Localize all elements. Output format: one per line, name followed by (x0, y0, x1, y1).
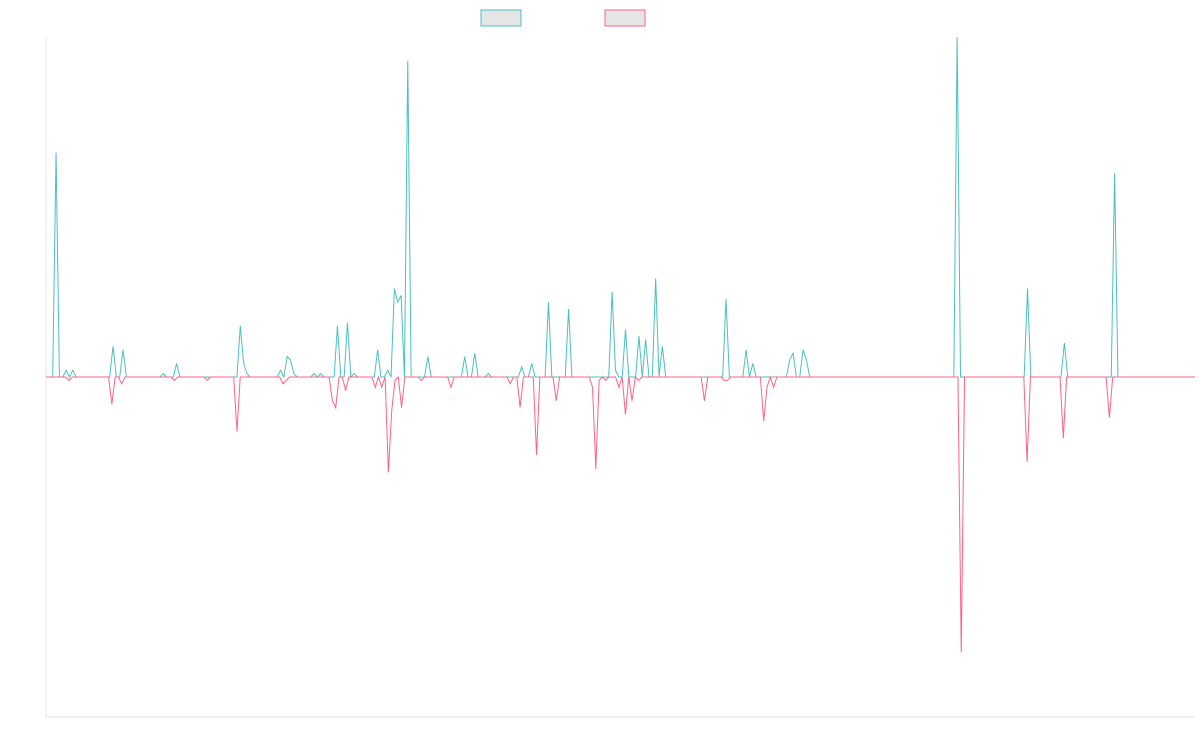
legend-item-2[interactable] (604, 9, 646, 27)
series-layer (46, 36, 1195, 653)
legend-swatch (604, 9, 646, 27)
series-line-2 (46, 375, 1195, 653)
series-line-1 (46, 36, 1195, 379)
legend-item-1[interactable] (480, 9, 522, 27)
legend[interactable] (480, 9, 646, 27)
legend-swatch (480, 9, 522, 27)
